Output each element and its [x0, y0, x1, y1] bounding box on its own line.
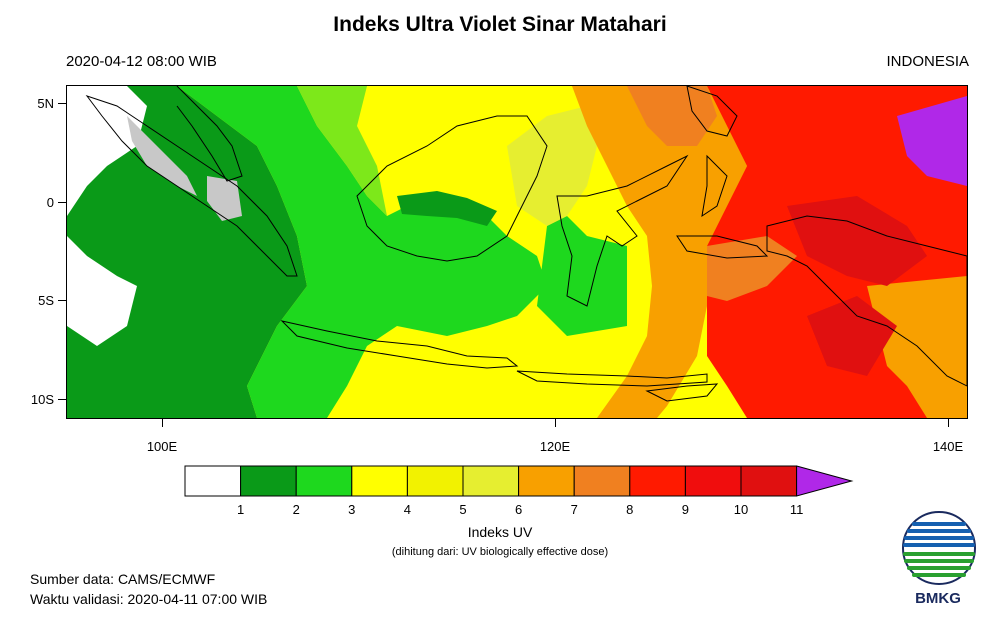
- lat-label-5n: 5N: [37, 96, 54, 111]
- forecast-datetime: 2020-04-12 08:00 WIB: [66, 53, 217, 70]
- data-source: Sumber data: CAMS/ECMWF: [30, 571, 216, 587]
- coastline-papua: [766, 215, 967, 387]
- uv-zone-2: [67, 86, 307, 418]
- coastline-mindanao: [686, 86, 738, 137]
- colorbar-level-label: 2: [292, 502, 300, 517]
- region-label: INDONESIA: [886, 53, 969, 70]
- colorbar-level-label: 5: [459, 502, 467, 517]
- chart-title: Indeks Ultra Violet Sinar Matahari: [333, 13, 667, 36]
- uv-zone-3b: [297, 86, 387, 216]
- validity-time: Waktu validasi: 2020-04-11 07:00 WIB: [30, 591, 268, 607]
- uv-zone-7-se: [867, 276, 967, 418]
- colorbar-level-label: 7: [570, 502, 578, 517]
- uv-zone-8: [627, 86, 717, 146]
- bmkg-logo-text: BMKG: [915, 590, 961, 607]
- colorbar-cell: [406, 465, 464, 497]
- coastline-halmahera: [701, 154, 728, 218]
- lat-label-10s: 10S: [30, 392, 54, 407]
- colorbar-cell: [462, 465, 520, 497]
- colorbar-cell: [295, 465, 353, 497]
- uv-zone-2-central: [397, 191, 497, 226]
- colorbar-cell: [351, 465, 408, 497]
- colorbar-cell: [684, 465, 742, 497]
- colorbar-arrow: [796, 465, 854, 497]
- uv-zone-3-patch: [537, 216, 627, 336]
- colorbar-subtitle: (dihitung dari: UV biologically effectiv…: [391, 546, 609, 558]
- uv-zone-10: [787, 196, 927, 286]
- colorbar-level-label: 4: [403, 502, 411, 517]
- colorbar-level-label: 11: [789, 502, 804, 517]
- coastline-nusa-tenggara: [516, 370, 708, 387]
- colorbar-level-label: 8: [626, 502, 634, 517]
- coastline-sumatra: [85, 95, 298, 277]
- colorbar-cell: [629, 465, 686, 497]
- y-tick: [58, 103, 66, 104]
- colorbar-level-label: 6: [514, 502, 523, 517]
- bmkg-logo-icon: [902, 511, 976, 585]
- x-tick: [555, 419, 556, 427]
- colorbar-level-label: 10: [733, 502, 749, 517]
- lon-label-140e: 140E: [932, 439, 964, 454]
- uv-index-map: [66, 85, 968, 419]
- uv-colorbar: [184, 465, 854, 497]
- colorbar-cell: [240, 465, 297, 497]
- coastline-sulawesi: [556, 154, 689, 307]
- y-tick: [58, 202, 66, 203]
- coastlines: [85, 86, 967, 402]
- cloud-patch: [127, 116, 197, 196]
- colorbar-cell: [740, 465, 798, 497]
- lon-label-120e: 120E: [539, 439, 571, 454]
- colorbar-level-label: 1: [236, 502, 245, 517]
- coastline-malaya: [176, 86, 243, 182]
- uv-field: [67, 86, 967, 418]
- uv-zone-1-west: [67, 236, 137, 346]
- uv-zone-1: [67, 86, 147, 216]
- colorbar-level-label: 9: [681, 502, 689, 517]
- coastline-timor: [645, 383, 719, 402]
- y-tick: [58, 399, 66, 400]
- coastline-java: [280, 320, 519, 369]
- colorbar-title: Indeks UV: [467, 524, 533, 540]
- lat-label-5s: 5S: [38, 293, 54, 308]
- uv-zone-8-east: [707, 236, 797, 301]
- lon-label-100e: 100E: [146, 439, 178, 454]
- y-tick: [58, 300, 66, 301]
- uv-zone-10-south: [807, 296, 897, 376]
- coastline-borneo: [356, 115, 548, 262]
- coastline-maluku: [676, 235, 769, 259]
- x-tick: [948, 419, 949, 427]
- x-tick: [162, 419, 163, 427]
- uv-zone-11: [897, 96, 967, 186]
- uv-map-svg: [67, 86, 967, 418]
- colorbar-cell: [573, 465, 631, 497]
- colorbar-cell: [518, 465, 575, 497]
- uv-zone-7: [572, 86, 747, 418]
- lat-label-0: 0: [46, 195, 54, 210]
- colorbar-level-label: 3: [348, 502, 356, 517]
- uv-zone-3: [177, 86, 547, 418]
- colorbar-cell: [184, 465, 242, 497]
- cloud-patch: [207, 176, 242, 221]
